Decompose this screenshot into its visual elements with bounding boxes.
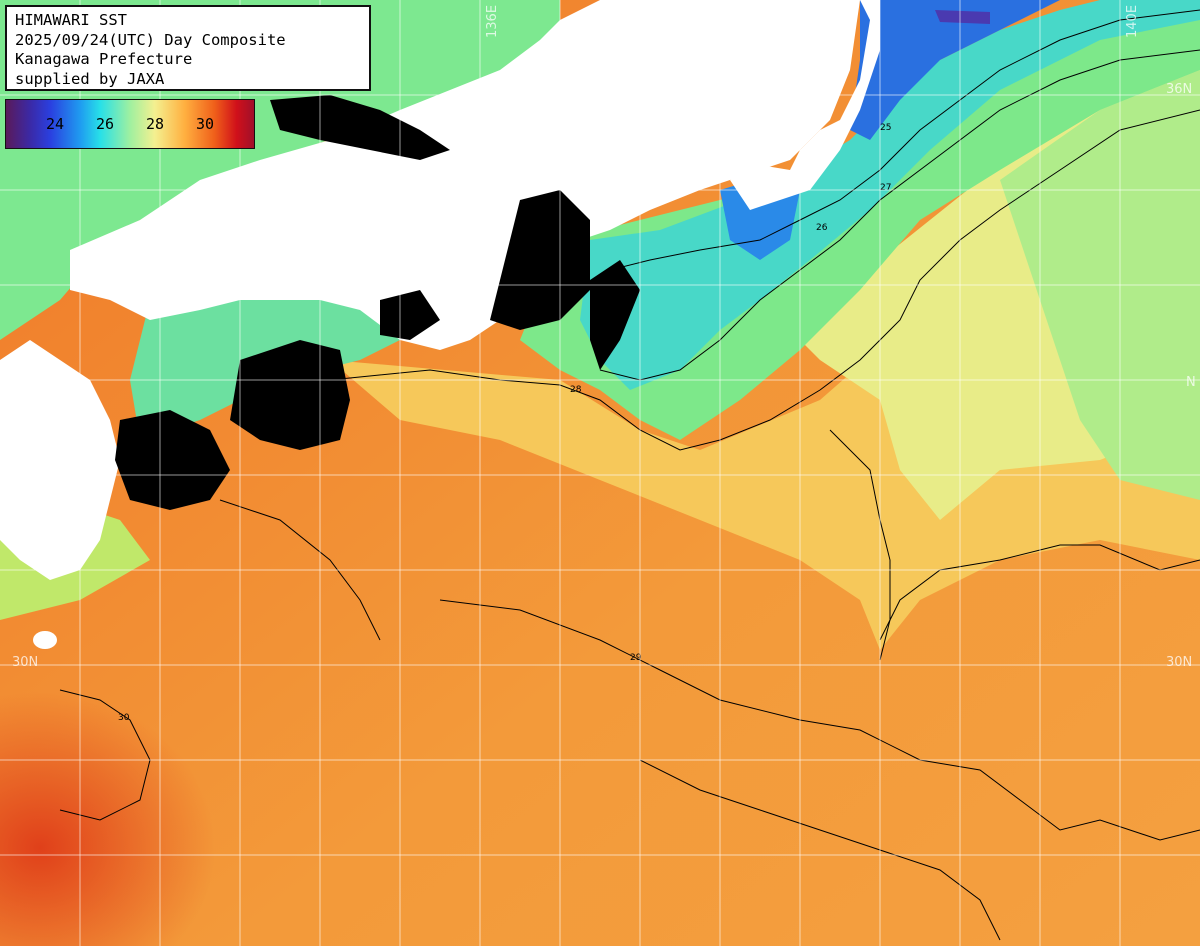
contour-29-mid [439, 599, 1200, 841]
land-small-island [33, 631, 57, 649]
contour-label: 26 [816, 223, 828, 233]
land-shikoku [170, 235, 340, 290]
cloud-mask-kyushu-east [115, 410, 230, 510]
colorbar-tick: 30 [196, 115, 215, 133]
contour-29-west [219, 499, 381, 641]
region-line: Kanagawa Prefecture [15, 50, 193, 68]
lon-label-140e: 140E [1125, 5, 1140, 38]
contour-27 [599, 49, 1200, 381]
contour-28 [329, 109, 1200, 451]
colorbar-tick: 24 [46, 115, 65, 133]
lat-label-36n: 36N [1166, 82, 1192, 97]
contour-label: 28 [570, 385, 582, 395]
contour-label: 25 [880, 123, 891, 133]
temperature-colorbar: 24 26 28 30 [5, 99, 255, 149]
sea-cyan [580, 0, 1200, 390]
title-box: HIMAWARI SST 2025/09/24(UTC) Day Composi… [5, 5, 371, 91]
cloud-mask-bay [380, 290, 440, 340]
contour-label: 30 [118, 713, 130, 723]
colorbar-tick: 26 [96, 115, 115, 133]
contour-28-south [879, 544, 1200, 641]
cloud-mask-izu-west [590, 260, 640, 370]
land-kyushu [0, 340, 120, 580]
contour-29-south [639, 759, 1001, 941]
cloud-mask-north [270, 95, 450, 160]
credit-line: supplied by JAXA [15, 69, 165, 88]
lat-label-30n-right: 30N [1166, 655, 1192, 670]
lat-label-mid: N [1186, 375, 1196, 390]
colorbar-tick: 28 [146, 115, 165, 133]
cloud-mask-kii [490, 190, 590, 330]
contour-label: 27 [880, 183, 891, 193]
sea-yellow-band [330, 120, 1200, 650]
contour-29-east [829, 429, 891, 661]
land-izu [730, 0, 880, 210]
contour-label: 29 [630, 653, 642, 663]
date-line: 2025/09/24(UTC) Day Composite [15, 30, 286, 49]
sea-blue-north [850, 0, 1060, 140]
lon-label-136e: 136E [485, 5, 500, 38]
lat-label-30n-left: 30N [12, 655, 38, 670]
product-title: HIMAWARI SST [15, 11, 127, 29]
sea-purple-patch [935, 10, 990, 24]
